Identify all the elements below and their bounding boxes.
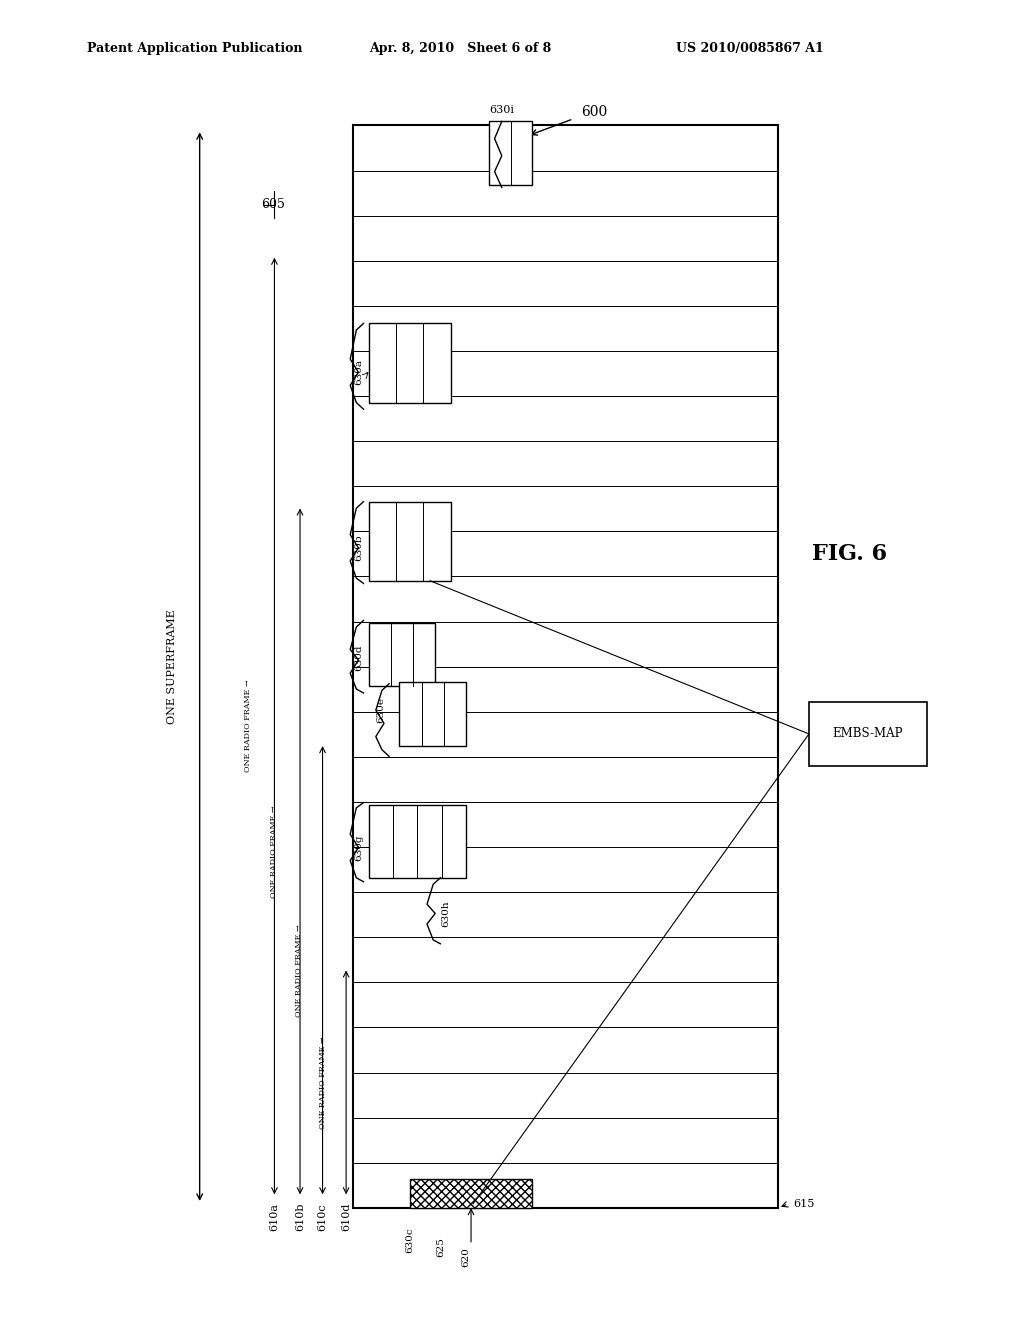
Bar — [369, 502, 451, 581]
Text: 620: 620 — [462, 1247, 470, 1267]
Text: 630a: 630a — [354, 359, 362, 385]
Text: 605: 605 — [261, 198, 285, 211]
Bar — [369, 623, 435, 686]
Text: EMBS-MAP: EMBS-MAP — [833, 727, 903, 741]
Text: 610b: 610b — [295, 1203, 305, 1232]
Text: Apr. 8, 2010   Sheet 6 of 8: Apr. 8, 2010 Sheet 6 of 8 — [369, 42, 551, 55]
Text: FIG. 6: FIG. 6 — [812, 544, 888, 565]
Text: 615: 615 — [794, 1199, 815, 1209]
Text: ONE SUPERFRAME: ONE SUPERFRAME — [167, 610, 177, 723]
Text: 630h: 630h — [441, 900, 450, 927]
Text: 630c: 630c — [406, 1228, 414, 1253]
Text: 630f: 630f — [414, 714, 422, 738]
Bar — [410, 1179, 532, 1208]
Text: 610c: 610c — [317, 1204, 328, 1230]
Text: 600: 600 — [581, 106, 607, 119]
Text: ONE RADIO FRAME →: ONE RADIO FRAME → — [244, 680, 252, 772]
Text: ONE RADIO FRAME →: ONE RADIO FRAME → — [318, 1036, 327, 1129]
Text: US 2010/0085867 A1: US 2010/0085867 A1 — [676, 42, 823, 55]
Bar — [353, 125, 778, 1208]
Text: 630e: 630e — [377, 697, 385, 723]
Text: 630d: 630d — [354, 644, 362, 671]
Text: 630g: 630g — [354, 834, 362, 861]
Text: 630i: 630i — [489, 104, 514, 115]
Text: ONE RADIO FRAME →: ONE RADIO FRAME → — [295, 924, 303, 1016]
Text: 610a: 610a — [269, 1203, 280, 1232]
Bar — [369, 805, 466, 878]
Text: 625: 625 — [436, 1237, 444, 1257]
Bar — [399, 682, 466, 746]
Text: Patent Application Publication: Patent Application Publication — [87, 42, 302, 55]
Text: 610d: 610d — [341, 1203, 351, 1232]
Text: 630b: 630b — [354, 535, 362, 561]
Text: ONE RADIO FRAME →: ONE RADIO FRAME → — [270, 805, 279, 898]
Bar — [369, 323, 451, 403]
Bar — [489, 121, 532, 185]
Bar — [809, 702, 927, 766]
